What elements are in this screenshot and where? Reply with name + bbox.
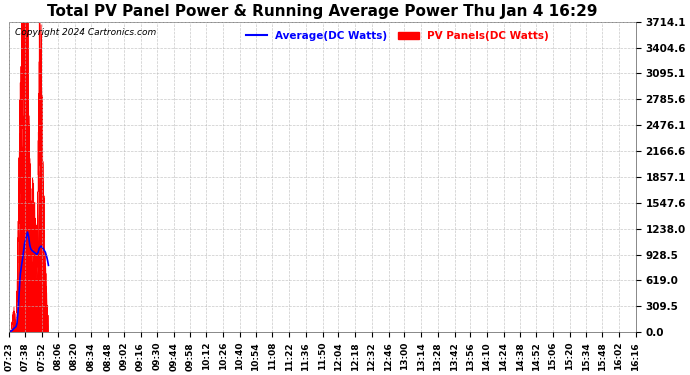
Title: Total PV Panel Power & Running Average Power Thu Jan 4 16:29: Total PV Panel Power & Running Average P…	[47, 4, 598, 19]
Legend: Average(DC Watts), PV Panels(DC Watts): Average(DC Watts), PV Panels(DC Watts)	[242, 27, 553, 45]
Text: Copyright 2024 Cartronics.com: Copyright 2024 Cartronics.com	[15, 28, 156, 37]
